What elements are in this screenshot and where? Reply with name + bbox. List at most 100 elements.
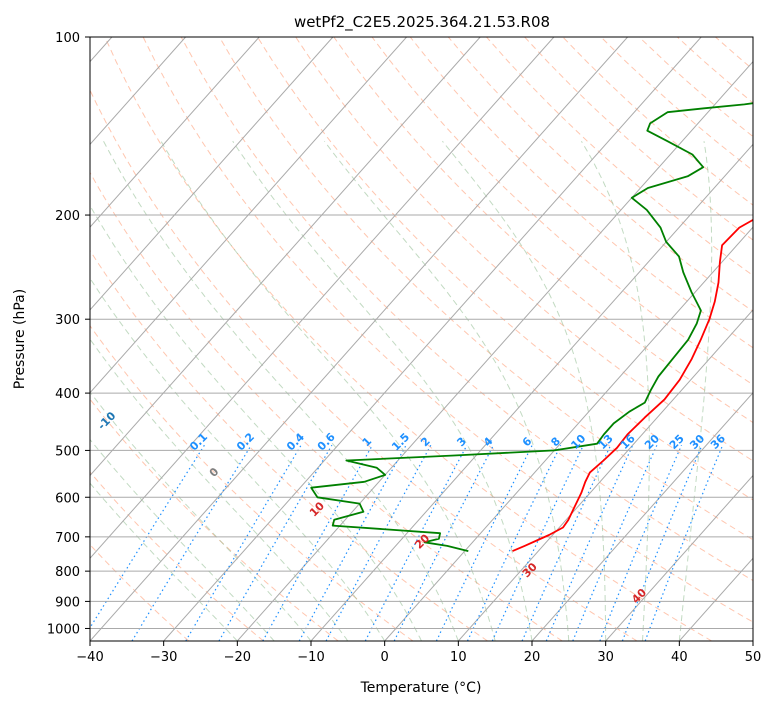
dry-adiabat bbox=[257, 37, 753, 501]
isotherm bbox=[90, 37, 628, 641]
y-tick-label: 700 bbox=[55, 531, 80, 546]
isotherm bbox=[90, 37, 481, 477]
dry-adiabat bbox=[104, 37, 712, 641]
y-tick-label: 300 bbox=[55, 313, 80, 328]
dry-adiabat bbox=[90, 398, 339, 641]
isotherm bbox=[236, 60, 753, 641]
mixing-ratio-label: 25 bbox=[667, 432, 687, 452]
mixing-ratio-line bbox=[393, 444, 495, 641]
mixing-ratio-line bbox=[599, 444, 683, 641]
moist-adiabat bbox=[678, 141, 713, 641]
temperature-line bbox=[512, 218, 753, 552]
dry-adiabat bbox=[90, 171, 563, 641]
mixing-ratio-line bbox=[572, 444, 658, 641]
y-tick-label: 800 bbox=[55, 565, 80, 580]
mixing-ratio-line bbox=[491, 444, 584, 641]
dry-adiabat-label: 30 bbox=[520, 560, 540, 580]
dry-adiabat bbox=[333, 37, 753, 424]
x-axis-label: Temperature (°C) bbox=[360, 680, 482, 696]
background-lines bbox=[90, 37, 753, 641]
dry-adiabat bbox=[90, 89, 638, 641]
mixing-ratio-label: 20 bbox=[642, 432, 662, 452]
isotherm bbox=[90, 37, 260, 228]
dry-adiabat bbox=[90, 249, 488, 641]
y-tick-label: 900 bbox=[55, 595, 80, 610]
x-tick-label: 0 bbox=[381, 650, 389, 665]
dry-adiabat bbox=[90, 324, 414, 641]
dry-adiabat bbox=[676, 37, 753, 104]
isotherm bbox=[752, 640, 753, 641]
x-tick-label: 30 bbox=[597, 650, 614, 665]
dry-adiabat bbox=[295, 37, 753, 462]
moist-adiabat bbox=[90, 438, 275, 641]
isobar-grid bbox=[90, 37, 753, 629]
profile-series bbox=[310, 102, 753, 552]
dry-adiabat-label: 20 bbox=[412, 531, 432, 551]
moist-adiabat bbox=[232, 140, 533, 641]
mixing-ratio-line bbox=[131, 444, 252, 641]
y-tick-label: 1000 bbox=[47, 622, 80, 637]
mixing-ratio-line bbox=[262, 444, 373, 641]
dry-adiabat bbox=[371, 37, 753, 386]
mixing-ratio-label: 13 bbox=[596, 432, 616, 452]
isotherm bbox=[310, 143, 753, 641]
moist-adiabat bbox=[90, 391, 312, 641]
mixing-ratio-label: 16 bbox=[618, 432, 638, 452]
mixing-ratio-line bbox=[325, 444, 432, 641]
y-tick-label: 200 bbox=[55, 209, 80, 224]
isotherm bbox=[90, 37, 407, 394]
isotherm bbox=[163, 37, 702, 641]
mixing-ratio-label: 10 bbox=[568, 432, 588, 452]
dry-adiabat bbox=[142, 37, 753, 623]
isotherm bbox=[90, 37, 555, 559]
mixing-ratio-line bbox=[545, 444, 634, 641]
dry-adiabat bbox=[218, 37, 753, 541]
isotherm bbox=[457, 309, 753, 641]
mixing-ratio-line bbox=[466, 444, 562, 641]
mixing-ratio-line bbox=[644, 444, 724, 641]
dry-adiabat bbox=[638, 37, 753, 138]
x-axis: −40 −30 −20 −10 0 10 20 30 40 50 bbox=[76, 641, 761, 665]
moist-adiabat bbox=[90, 482, 238, 641]
isotherm bbox=[90, 37, 334, 311]
dry-adiabat bbox=[715, 37, 753, 71]
dry-adiabat bbox=[409, 37, 753, 349]
dewpoint-line bbox=[310, 102, 753, 552]
chart-title: wetPf2_C2E5.2025.364.21.53.R08 bbox=[294, 13, 550, 32]
isotherm bbox=[90, 37, 186, 146]
mixing-ratio-line bbox=[298, 444, 407, 641]
dry-adiabat bbox=[90, 543, 190, 641]
x-tick-label: 50 bbox=[745, 650, 762, 665]
y-tick-label: 600 bbox=[55, 491, 80, 506]
dry-adiabat-label: 40 bbox=[629, 586, 649, 606]
moist-adiabat bbox=[160, 140, 496, 641]
mixing-ratio-label: 1 bbox=[360, 435, 375, 450]
x-tick-label: −10 bbox=[297, 650, 324, 665]
dry-adiabat bbox=[447, 37, 753, 312]
x-tick-label: 10 bbox=[450, 650, 467, 665]
x-tick-label: −20 bbox=[224, 650, 251, 665]
dry-adiabat bbox=[90, 471, 264, 641]
isotherm bbox=[605, 474, 753, 641]
mixing-ratio-line bbox=[185, 444, 302, 641]
mixing-ratio-label: 36 bbox=[708, 432, 728, 452]
dry-adiabat-label: -10 bbox=[95, 409, 118, 432]
y-axis: 100 200 300 400 500 600 700 800 900 1000 bbox=[47, 31, 90, 637]
x-tick-label: 40 bbox=[671, 650, 688, 665]
y-tick-label: 500 bbox=[55, 444, 80, 459]
mixing-ratio-line bbox=[90, 444, 205, 629]
x-tick-label: 20 bbox=[524, 650, 541, 665]
dry-adiabat bbox=[486, 37, 753, 277]
mixing-ratio-line bbox=[435, 444, 533, 641]
x-tick-label: −40 bbox=[76, 650, 103, 665]
plot-frame bbox=[89, 36, 754, 642]
mixing-ratio-line bbox=[621, 444, 703, 641]
mixing-ratio-label: 30 bbox=[687, 432, 707, 452]
y-axis-label: Pressure (hPa) bbox=[12, 289, 28, 389]
isotherm bbox=[531, 391, 753, 641]
mixing-ratio-label: 3 bbox=[454, 435, 469, 450]
mixing-ratio-line bbox=[521, 444, 612, 641]
mixing-ratio-line bbox=[218, 444, 333, 641]
dry-adiabat bbox=[562, 37, 753, 206]
